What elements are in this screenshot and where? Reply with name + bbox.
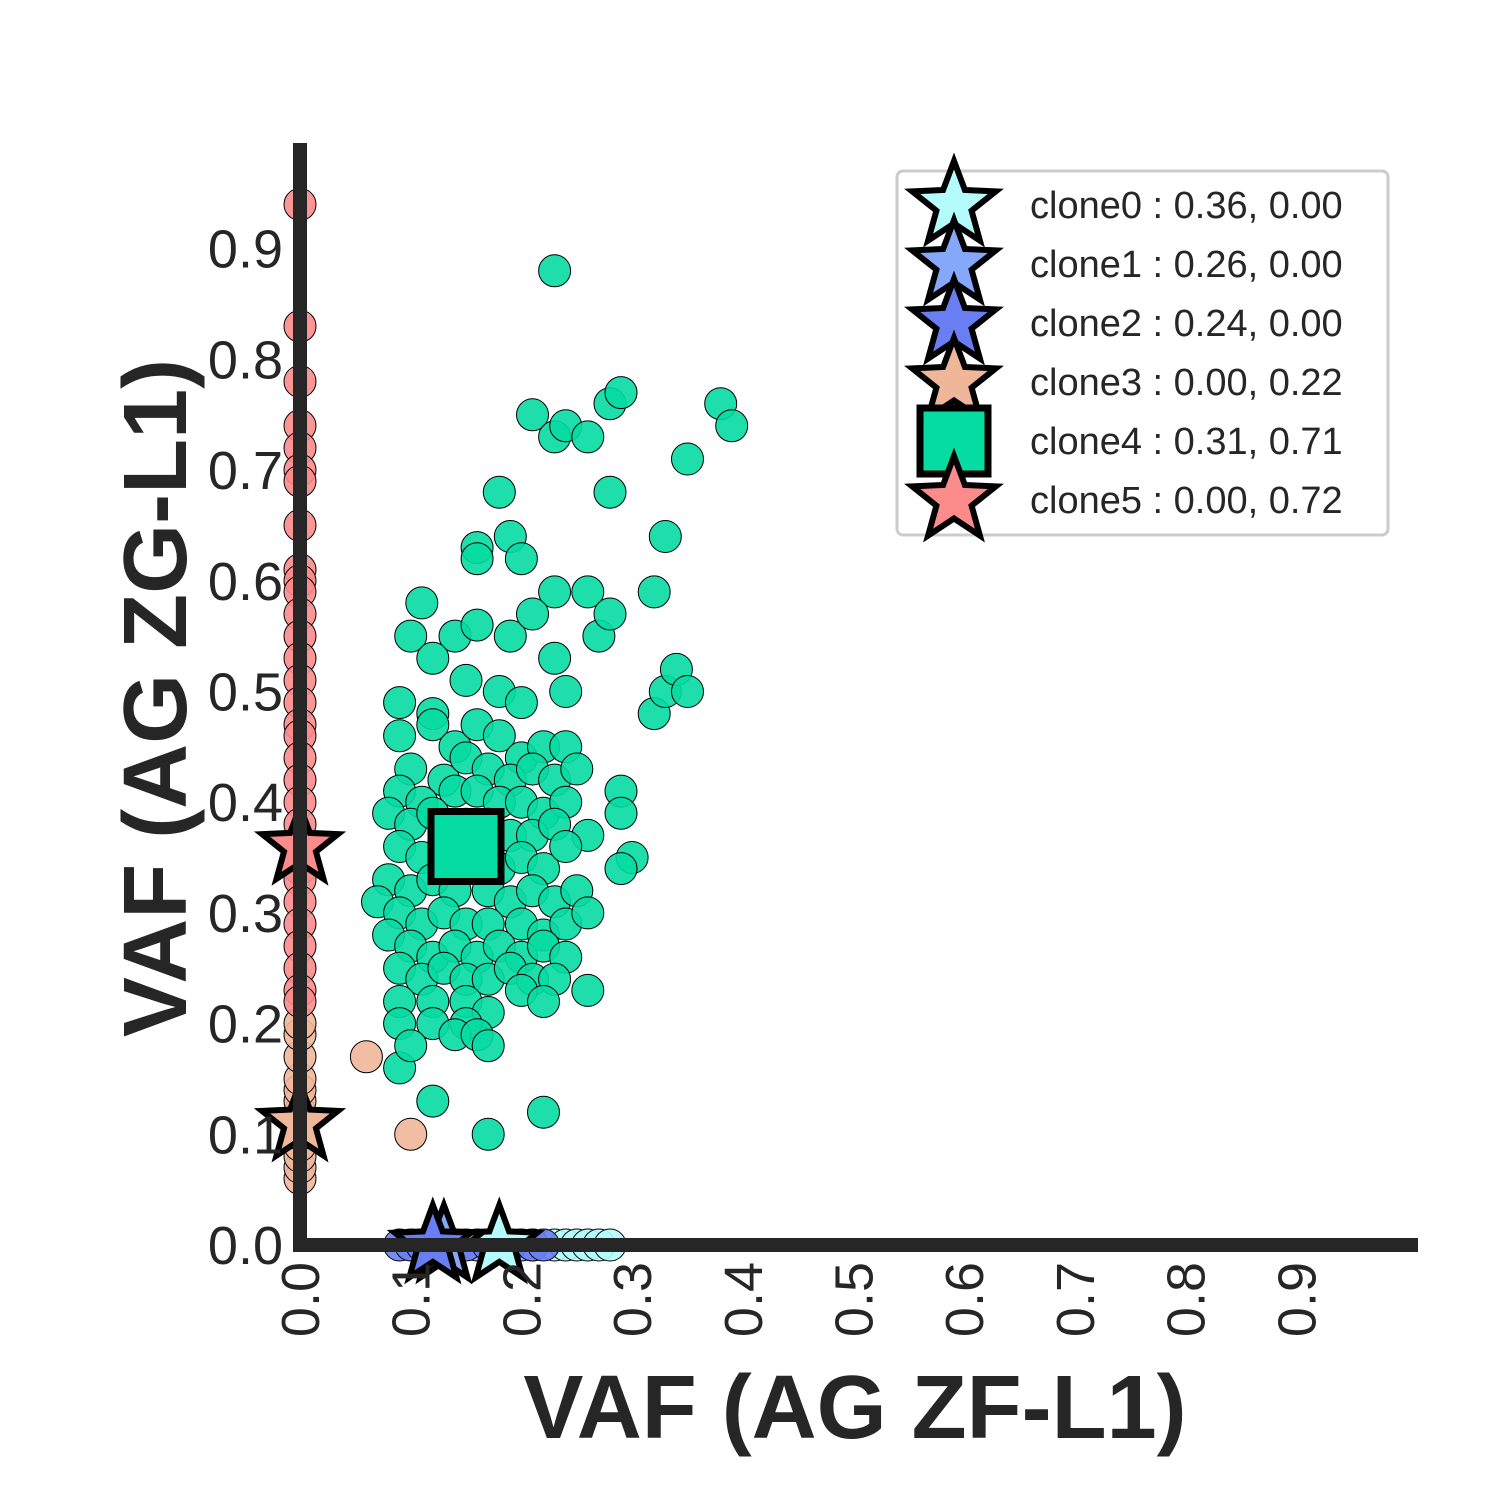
- point-clone4-55: [560, 752, 594, 786]
- point-clone4-33: [549, 675, 583, 708]
- legend-label-clone3: clone3 : 0.00, 0.22: [1030, 362, 1343, 404]
- point-clone4-40: [383, 719, 417, 753]
- point-clone4-30: [449, 663, 483, 697]
- y-axis-title: VAF (AG ZG-L1): [106, 359, 206, 1037]
- point-clone3-14: [394, 1117, 428, 1151]
- y-tick-label-7: 0.7: [208, 441, 283, 501]
- point-clone4-23: [460, 608, 494, 642]
- x-axis-title: VAF (AG ZF-L1): [523, 1358, 1186, 1458]
- point-clone4-37: [671, 675, 704, 708]
- point-clone4-16: [648, 520, 682, 553]
- point-clone4-41: [416, 708, 450, 742]
- y-tick-label-9: 0.9: [208, 220, 283, 280]
- point-clone4-137: [527, 1095, 560, 1129]
- point-clone4-6: [604, 376, 638, 410]
- y-tick-label-1: 0.1: [208, 1105, 283, 1165]
- legend-entries: clone0 : 0.36, 0.00 clone1 : 0.26, 0.00 cl…: [904, 152, 1343, 543]
- point-clone4-24: [493, 619, 527, 653]
- data-points: [283, 187, 749, 1262]
- point-clone4-32: [504, 686, 538, 720]
- centroid-clone4: [427, 808, 505, 885]
- point-clone4-127: [527, 985, 560, 1018]
- y-tick-label-5: 0.5: [208, 663, 283, 723]
- point-clone4-17: [538, 575, 572, 609]
- y-tick-label-0: 0.0: [208, 1216, 283, 1276]
- point-clone4-9: [671, 442, 704, 476]
- point-clone4-18: [571, 575, 605, 609]
- point-clone4-0: [538, 254, 572, 288]
- legend-label-clone2: clone2 : 0.24, 0.00: [1030, 303, 1343, 345]
- point-clone4-13: [460, 542, 494, 576]
- x-tick-label-3: 0.3: [603, 1262, 663, 1337]
- point-clone4-138: [471, 1117, 505, 1151]
- legend-label-clone1: clone1 : 0.26, 0.00: [1030, 244, 1343, 286]
- y-tick-label-2: 0.2: [208, 995, 283, 1055]
- x-tick-label-6: 0.6: [935, 1262, 995, 1337]
- point-clone4-21: [394, 619, 428, 653]
- legend-label-clone0: clone0 : 0.36, 0.00: [1030, 185, 1343, 227]
- y-tick-label-6: 0.6: [208, 552, 283, 612]
- point-clone4-135: [471, 1029, 505, 1063]
- x-tick-label-2: 0.2: [492, 1262, 552, 1337]
- y-tick-label-3: 0.3: [208, 884, 283, 944]
- x-tick-label-9: 0.9: [1267, 1262, 1327, 1337]
- point-clone4-11: [593, 475, 627, 509]
- tick-labels: 0.0 0.1 0.2 0.3 0.4 0.5 0.6 0.7 0.8 0.9 0.0 0.1 0.2 0…: [208, 220, 1327, 1337]
- point-clone4-8: [715, 409, 749, 443]
- legend-frame: [895, 169, 1390, 537]
- point-clone4-19: [637, 575, 671, 609]
- y-tick-label-4: 0.4: [208, 773, 283, 833]
- point-clone4-15: [504, 542, 538, 576]
- point-clone4-20: [405, 586, 439, 620]
- point-clone4-25: [516, 597, 549, 631]
- point-clone4-103: [571, 896, 605, 930]
- y-tick-label-8: 0.8: [208, 330, 283, 390]
- legend-label-clone5: clone5 : 0.00, 0.72: [1030, 480, 1343, 522]
- point-clone4-74: [604, 796, 638, 830]
- point-clone4-44: [482, 719, 516, 753]
- x-tick-label-1: 0.1: [382, 1262, 442, 1337]
- point-clone3-13: [349, 1040, 383, 1074]
- point-clone4-10: [482, 475, 516, 509]
- legend-marker-clone5: [904, 447, 1004, 543]
- x-tick-label-0: 0.0: [271, 1262, 331, 1337]
- point-clone4-38: [383, 686, 417, 720]
- legend-label-clone4: clone4 : 0.31, 0.71: [1030, 421, 1343, 463]
- x-tick-label-7: 0.7: [1046, 1262, 1106, 1337]
- x-tick-label-4: 0.4: [714, 1262, 774, 1337]
- point-clone4-121: [571, 973, 605, 1007]
- point-clone4-84: [604, 852, 638, 886]
- point-clone4-1: [516, 398, 549, 432]
- point-clone4-29: [538, 641, 572, 675]
- x-tick-label-8: 0.8: [1157, 1262, 1217, 1337]
- point-clone4-134: [394, 1029, 428, 1063]
- point-clone4-82: [549, 830, 583, 863]
- point-clone4-28: [416, 641, 450, 675]
- axes: [293, 143, 1418, 1252]
- legend-marker-clone3: [904, 329, 1004, 425]
- point-clone4-4: [571, 420, 605, 454]
- point-clone4-27: [593, 597, 627, 631]
- x-tick-label-5: 0.5: [825, 1262, 885, 1337]
- point-clone4-136: [416, 1084, 450, 1118]
- legend: clone0 : 0.36, 0.00 clone1 : 0.26, 0.00 cl…: [895, 152, 1390, 543]
